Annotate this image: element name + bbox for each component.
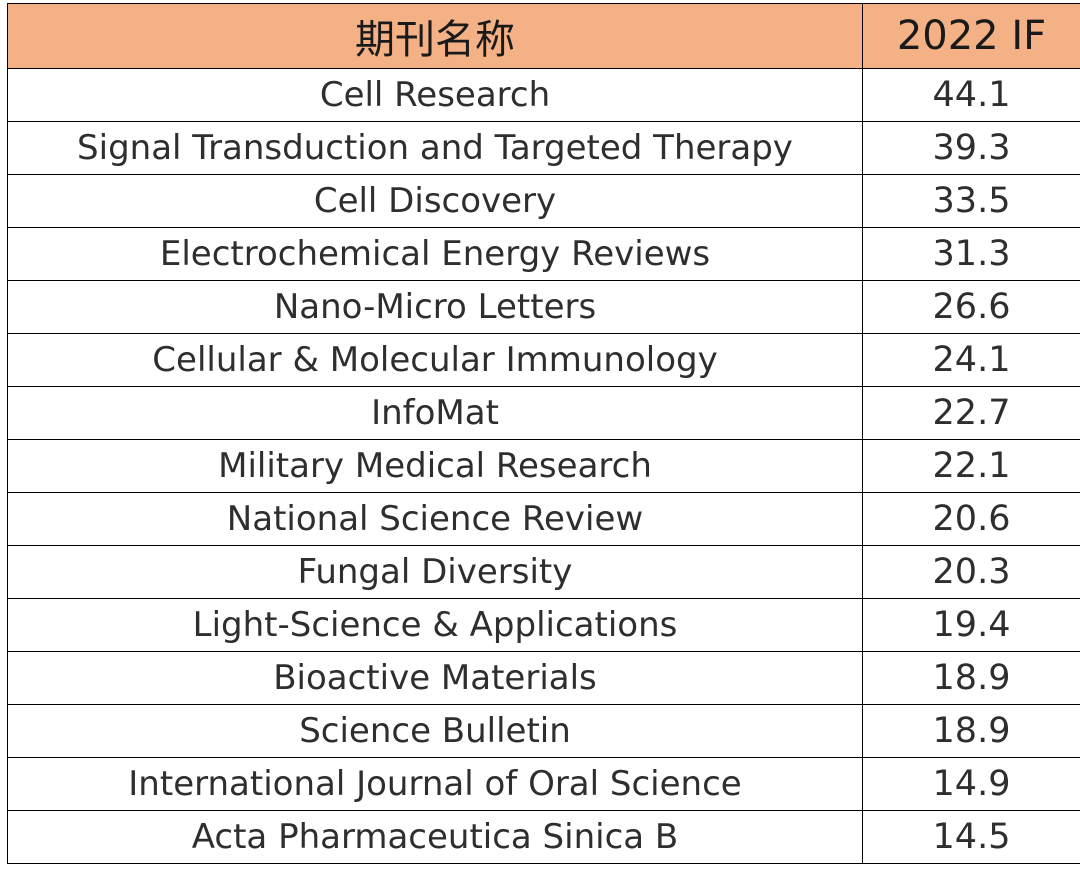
table-row: Cell Discovery 33.5 [7,174,1080,228]
table-row: Fungal Diversity 20.3 [7,545,1080,599]
journal-name-header: 期刊名称 [7,3,863,69]
journal-name-cell: Cell Research [7,68,863,122]
journal-name-cell: Military Medical Research [7,439,863,493]
table-row: Cell Research 44.1 [7,68,1080,122]
journal-name-cell: International Journal of Oral Science [7,757,863,811]
table-header-row: 期刊名称 2022 IF [7,3,1080,69]
journal-if-table: 期刊名称 2022 IF Cell Research 44.1 Signal Tra… [7,3,1080,864]
impact-factor-cell: 20.3 [862,545,1080,599]
journal-name-cell: Bioactive Materials [7,651,863,705]
impact-factor-cell: 26.6 [862,280,1080,334]
journal-name-cell: Electrochemical Energy Reviews [7,227,863,281]
impact-factor-cell: 19.4 [862,598,1080,652]
impact-factor-cell: 14.9 [862,757,1080,811]
table-row: Nano-Micro Letters 26.6 [7,280,1080,334]
journal-name-cell: Light-Science & Applications [7,598,863,652]
journal-name-cell: Acta Pharmaceutica Sinica B [7,810,863,864]
impact-factor-cell: 20.6 [862,492,1080,546]
table-row: Bioactive Materials 18.9 [7,651,1080,705]
journal-name-cell: Science Bulletin [7,704,863,758]
table-row: International Journal of Oral Science 14.… [7,757,1080,811]
impact-factor-cell: 24.1 [862,333,1080,387]
journal-name-cell: Cell Discovery [7,174,863,228]
impact-factor-cell: 44.1 [862,68,1080,122]
table-row: Military Medical Research 22.1 [7,439,1080,493]
table-row: Signal Transduction and Targeted Therapy… [7,121,1080,175]
table-row: Electrochemical Energy Reviews 31.3 [7,227,1080,281]
impact-factor-cell: 18.9 [862,651,1080,705]
impact-factor-cell: 33.5 [862,174,1080,228]
table-row: Acta Pharmaceutica Sinica B 14.5 [7,810,1080,864]
journal-name-cell: Fungal Diversity [7,545,863,599]
table-row: National Science Review 20.6 [7,492,1080,546]
impact-factor-cell: 18.9 [862,704,1080,758]
table-row: Science Bulletin 18.9 [7,704,1080,758]
journal-name-cell: Nano-Micro Letters [7,280,863,334]
journal-name-cell: National Science Review [7,492,863,546]
impact-factor-cell: 31.3 [862,227,1080,281]
journal-name-cell: Cellular & Molecular Immunology [7,333,863,387]
impact-factor-header: 2022 IF [862,3,1080,69]
table-row: Light-Science & Applications 19.4 [7,598,1080,652]
journal-name-cell: InfoMat [7,386,863,440]
table-row: InfoMat 22.7 [7,386,1080,440]
journal-name-cell: Signal Transduction and Targeted Therapy [7,121,863,175]
impact-factor-cell: 14.5 [862,810,1080,864]
table-body: Cell Research 44.1 Signal Transduction and… [7,68,1080,864]
impact-factor-cell: 39.3 [862,121,1080,175]
table-row: Cellular & Molecular Immunology 24.1 [7,333,1080,387]
impact-factor-cell: 22.1 [862,439,1080,493]
impact-factor-cell: 22.7 [862,386,1080,440]
